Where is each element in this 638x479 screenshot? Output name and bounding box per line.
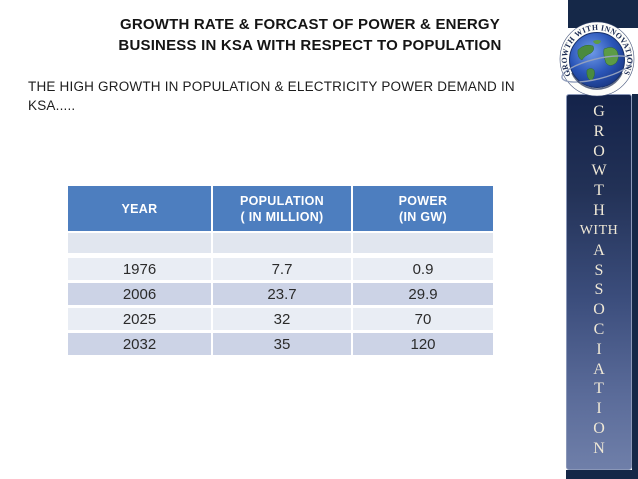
slide-title-line2: BUSINESS IN KSA WITH RESPECT TO POPULATI…: [118, 37, 502, 54]
sidebar-letter: S: [594, 261, 604, 279]
slide-subtitle: THE HIGH GROWTH IN POPULATION & ELECTRIC…: [28, 77, 558, 115]
sidebar-letter: A: [593, 360, 605, 378]
table-row: 2006 23.7 29.9: [68, 283, 493, 305]
power-cell: 0.9: [353, 258, 493, 280]
sidebar-letter: O: [593, 420, 605, 437]
sidebar-bottom-strip: [566, 470, 638, 479]
orbit-swoosh: [561, 55, 633, 83]
power-cell: 70: [353, 308, 493, 330]
table-header-power: POWER (IN GW): [353, 186, 493, 231]
sidebar-letter: C: [593, 320, 605, 338]
population-cell: 7.7: [213, 258, 351, 280]
slide-subtitle-line1: THE HIGH GROWTH IN POPULATION & ELECTRIC…: [28, 79, 515, 94]
population-cell: 23.7: [213, 283, 351, 305]
population-cell: 32: [213, 308, 351, 330]
year-cell: 1976: [68, 258, 211, 280]
globe-shadow: [571, 72, 623, 90]
table-empty-row: [68, 233, 493, 253]
empty-cell: [68, 233, 211, 253]
sidebar-letter: O: [593, 301, 605, 319]
table-row: 2025 32 70: [68, 308, 493, 330]
sidebar-letter: W: [591, 162, 607, 180]
continent-north: [593, 40, 601, 44]
sidebar-letter: I: [596, 400, 602, 418]
slide-title-line1: GROWTH RATE & FORCAST OF POWER & ENERGY: [119, 16, 501, 33]
sidebar: G R O W T H WITH A S S O C I A T I O N: [559, 0, 638, 479]
sidebar-letter: R: [593, 122, 605, 140]
sidebar-letter: T: [594, 182, 604, 200]
table-header-row: YEAR POPULATION ( IN MILLION) POWER (IN …: [68, 186, 493, 231]
sidebar-letter: H: [593, 202, 605, 220]
power-cell: 29.9: [353, 283, 493, 305]
year-cell: 2032: [68, 333, 211, 355]
empty-cell: [213, 233, 351, 253]
population-cell: 35: [213, 333, 351, 355]
continent-north-america: [577, 44, 594, 61]
globe-logo-icon: GROWTH WITH INNOVATIONS: [559, 21, 635, 97]
continent-south-america: [586, 68, 595, 82]
table-header-population: POPULATION ( IN MILLION): [213, 186, 351, 231]
sidebar-panel: G R O W T H WITH A S S O C I A T I O N: [566, 94, 632, 470]
sidebar-letter: O: [593, 142, 605, 160]
population-power-table: YEAR POPULATION ( IN MILLION) POWER (IN …: [68, 186, 493, 358]
sidebar-letter: G: [593, 103, 605, 120]
sidebar-letter: A: [593, 241, 605, 259]
slide-title: GROWTH RATE & FORCAST OF POWER & ENERGY …: [65, 14, 555, 56]
year-cell: 2006: [68, 283, 211, 305]
table-header-year: YEAR: [68, 186, 211, 231]
empty-cell: [353, 233, 493, 253]
sidebar-backdrop: [632, 94, 638, 479]
sidebar-letter: I: [596, 340, 602, 358]
power-cell: 120: [353, 333, 493, 355]
table-row: 2032 35 120: [68, 333, 493, 355]
sidebar-letter: S: [594, 281, 604, 299]
year-cell: 2025: [68, 308, 211, 330]
table-row: 1976 7.7 0.9: [68, 258, 493, 280]
sidebar-word-with: WITH: [579, 222, 619, 238]
sidebar-letter: T: [594, 380, 604, 398]
sidebar-letter: N: [593, 439, 605, 457]
slide-subtitle-line2: KSA.....: [28, 98, 76, 113]
